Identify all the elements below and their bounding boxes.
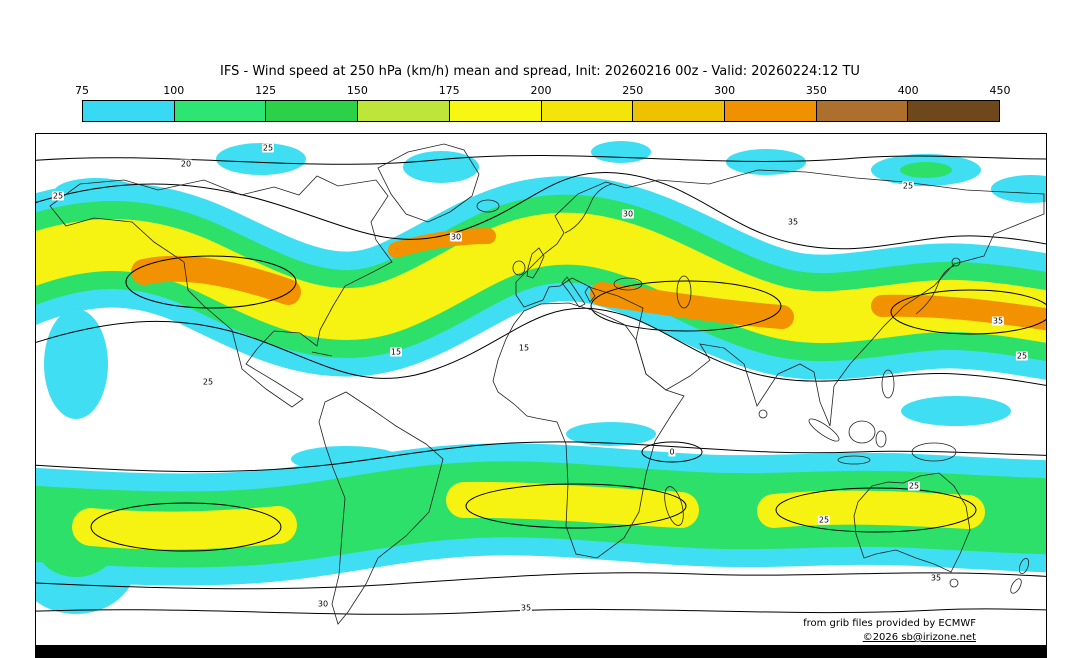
contour-label: 15 (517, 343, 531, 353)
chart-title: IFS - Wind speed at 250 hPa (km/h) mean … (220, 64, 860, 79)
contour-label: 25 (261, 143, 275, 153)
contour-label: 35 (929, 573, 943, 583)
attribution-ecmwf: from grib files provided by ECMWF (801, 618, 978, 629)
colorbar: 75 100 125 150 175 200 250 300 350 400 450 (75, 84, 1011, 122)
contour-label: 25 (901, 181, 915, 191)
colorbar-tick: 350 (805, 84, 827, 97)
colorbar-segment (358, 101, 450, 121)
contour-label: 30 (449, 232, 463, 242)
colorbar-segment (449, 101, 542, 121)
contour-label: 25 (1015, 351, 1029, 361)
contour-label: 35 (786, 217, 800, 227)
contour-label: 25 (51, 191, 65, 201)
colorbar-segment (266, 101, 359, 121)
colorbar-segment (816, 101, 909, 121)
contour-label: 25 (817, 515, 831, 525)
colorbar-tick: 400 (897, 84, 919, 97)
colorbar-tick: 250 (622, 84, 644, 97)
colorbar-tick: 200 (530, 84, 552, 97)
map-panel: 25 20 25 30 30 35 25 35 25 15 15 25 0 25 25 35 30 35 from… (35, 133, 1047, 647)
contour-label: 35 (519, 603, 533, 613)
colorbar-tick: 75 (75, 84, 89, 97)
contour-label: 25 (907, 481, 921, 491)
contour-label: 30 (316, 599, 330, 609)
colorbar-segment (724, 101, 817, 121)
contour-label: 35 (991, 316, 1005, 326)
colorbar-segment (908, 101, 1000, 121)
colorbar-tick: 150 (346, 84, 368, 97)
colorbar-segment (174, 101, 267, 121)
colorbar-segment (633, 101, 725, 121)
coastlines (49, 143, 1045, 625)
bottom-black-bar (35, 645, 1047, 658)
colorbar-bar (82, 100, 1000, 122)
colorbar-tick: 125 (255, 84, 277, 97)
contour-label: 30 (621, 209, 635, 219)
colorbar-segment (83, 101, 175, 121)
colorbar-tick: 450 (989, 84, 1011, 97)
colorbar-tick: 175 (438, 84, 460, 97)
spread-contours (36, 154, 1046, 615)
contour-label: 0 (668, 447, 676, 457)
attribution-link[interactable]: ©2026 sb@irizone.net (860, 632, 978, 643)
colorbar-segment (541, 101, 634, 121)
wind-band-orange (131, 228, 1046, 331)
colorbar-tick: 100 (163, 84, 185, 97)
contour-label: 20 (179, 159, 193, 169)
world-wind-map (36, 141, 1046, 625)
colorbar-tick: 300 (714, 84, 736, 97)
contour-label: 25 (201, 377, 215, 387)
contour-label: 15 (389, 347, 403, 357)
colorbar-ticks: 75 100 125 150 175 200 250 300 350 400 450 (75, 84, 1011, 98)
